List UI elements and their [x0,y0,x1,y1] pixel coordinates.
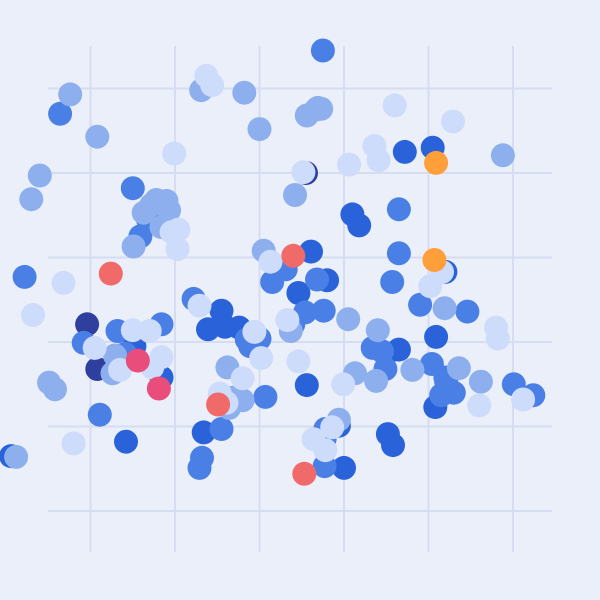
scatter-point [336,307,361,332]
scatter-point [258,249,283,274]
scatter-point [51,270,76,295]
scatter-point [286,349,311,374]
scatter-point [108,357,133,382]
scatter-point [309,96,334,121]
scatter-point [137,319,162,343]
scatter-point [380,270,405,294]
scatter-point [424,150,449,175]
scatter-point [58,82,83,107]
scatter-point [48,101,73,126]
scatter-point [190,445,214,470]
scatter-point [305,267,329,292]
scatter-point [386,197,411,222]
scatter-point [162,141,187,166]
scatter-point [157,198,182,223]
scatter-point [281,243,306,268]
scatter-point [121,234,146,259]
scatter-point [468,369,493,394]
scatter-point [43,377,67,402]
scatter-point [294,373,319,398]
scatter-point [286,281,311,305]
scatter-point [455,299,480,324]
scatter-point [408,292,433,317]
scatter-point [209,417,234,441]
scatter-point [125,348,150,373]
scatter-point [249,346,274,371]
scatter-point [441,380,466,405]
scatter-point [283,183,307,207]
scatter-point [364,368,389,393]
scatter-point [114,429,138,454]
scatter-point [247,117,272,142]
scatter-point [120,318,145,343]
scatter-point [275,308,300,332]
scatter-point [85,124,110,149]
scatter-point [332,455,356,480]
scatter-point [61,431,86,456]
scatter-point [313,438,338,463]
scatter-point [382,93,407,118]
scatter-point [75,312,100,337]
scatter-point [120,176,145,201]
scatter-point [366,148,391,173]
scatter-point [19,187,44,212]
scatter-point [424,324,449,349]
scatter-point [146,376,171,401]
scatter-point [381,433,405,458]
scatter-point [82,335,107,360]
scatter-point [232,80,257,105]
scatter-point [230,366,255,391]
scatter-point [253,384,278,409]
scatter-point [337,152,362,177]
data-points [0,38,546,486]
scatter-point [320,415,345,440]
scatter-point [400,357,425,382]
scatter-point [191,420,216,445]
scatter-point [311,298,336,323]
scatter-point [365,318,390,343]
scatter-point [441,109,465,134]
scatter-point [292,461,317,486]
scatter-point [392,139,417,164]
scatter-point [432,296,457,321]
scatter-point [87,402,112,427]
scatter-point [347,213,372,238]
scatter-point [422,248,447,272]
scatter-point [21,303,45,327]
scatter-point [149,345,174,370]
scatter-point [386,241,411,266]
scatter-point [467,393,492,418]
scatter-point [446,356,471,381]
scatter-point [206,392,231,417]
scatter-point [200,73,225,98]
scatter-point [187,293,212,318]
scatter-point [27,163,52,188]
scatter-point [485,326,510,351]
scatter-point [12,264,37,289]
scatter-point [165,237,190,262]
scatter-point [166,217,191,242]
scatter-point [291,160,316,185]
scatter-point [511,387,536,412]
scatter-point [4,444,29,469]
scatter-point [490,143,515,168]
scatter-point [98,261,123,286]
scatter-point [242,319,267,344]
scatter-point [331,372,356,397]
scatter-point [310,38,335,63]
